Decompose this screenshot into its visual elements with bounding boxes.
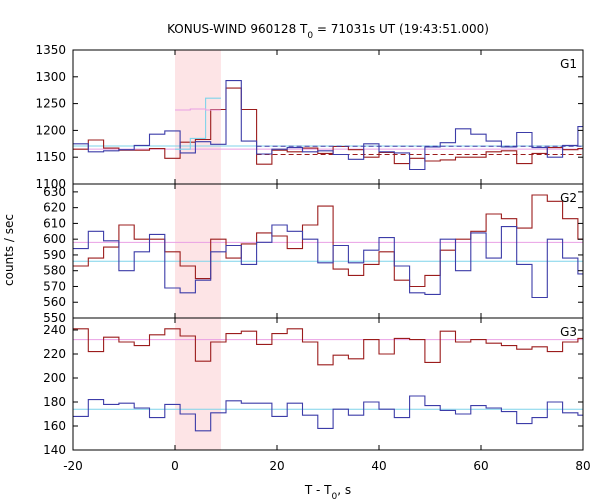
panel-G3-series-blue_series <box>73 395 583 432</box>
panel-G2-y-tick-label: 620 <box>43 201 66 215</box>
y-axis-label: counts / sec <box>2 214 16 286</box>
panel-G3-y-tick-label: 240 <box>43 323 66 337</box>
panel-G2-y-tick-label: 570 <box>43 279 66 293</box>
panel-G2-y-tick-label: 560 <box>43 295 66 309</box>
panel-G1-y-tick-label: 1300 <box>35 70 66 84</box>
background-levels <box>73 145 583 410</box>
x-tick-label: 40 <box>371 459 386 473</box>
panel-G1-y-tick-label: 1200 <box>35 123 66 137</box>
panel-G2-label: G2 <box>560 191 577 205</box>
highlight-interval <box>175 50 221 450</box>
panel-G1-y-tick-label: 1150 <box>35 150 66 164</box>
panel-G3-series-red_series <box>73 328 583 366</box>
x-tick-label: 0 <box>171 459 179 473</box>
x-tick-label: -20 <box>63 459 83 473</box>
panel-G3-y-tick-label: 180 <box>43 395 66 409</box>
series-layer <box>73 80 583 432</box>
panel-G2-y-tick-label: 630 <box>43 185 66 199</box>
chart-title: KONUS-WIND 960128 T0 = 71031s UT (19:43:… <box>167 22 489 41</box>
panel-G3-y-tick-label: 160 <box>43 419 66 433</box>
x-axis-label: T - T0, s <box>304 483 351 500</box>
x-tick-label: 60 <box>473 459 488 473</box>
panel-G3-y-tick-label: 220 <box>43 347 66 361</box>
panel-G2-y-tick-label: 590 <box>43 248 66 262</box>
panel-G1-series-cyan_series <box>175 97 221 150</box>
panel-G2-series-blue_series <box>73 224 583 299</box>
panel-G2-y-tick-label: 600 <box>43 232 66 246</box>
panel-G1-y-tick-label: 1350 <box>35 43 66 57</box>
panel-G3-y-tick-label: 140 <box>43 443 66 457</box>
x-tick-label: 20 <box>269 459 284 473</box>
panel-G1-y-tick-label: 1100 <box>35 177 66 191</box>
panel-G2-y-tick-label: 610 <box>43 216 66 230</box>
panel-G1-frame <box>72 49 584 185</box>
panel-G1-series-pink_series <box>175 108 221 111</box>
panel-G1-label: G1 <box>560 57 577 71</box>
panel-G3-y-tick-label: 200 <box>43 371 66 385</box>
panel-G3-label: G3 <box>560 325 577 339</box>
panel-G1-series-red_series <box>73 87 583 165</box>
panel-G2-y-tick-label: 580 <box>43 264 66 278</box>
panel-G1-series-blue_series <box>73 80 583 171</box>
panel-G2-y-tick-label: 550 <box>43 311 66 325</box>
panel-G3-frame <box>72 317 584 451</box>
panel-G1-y-tick-label: 1250 <box>35 97 66 111</box>
highlight-layer <box>175 50 221 450</box>
x-tick-label: 80 <box>575 459 590 473</box>
plot-frames <box>72 49 584 451</box>
